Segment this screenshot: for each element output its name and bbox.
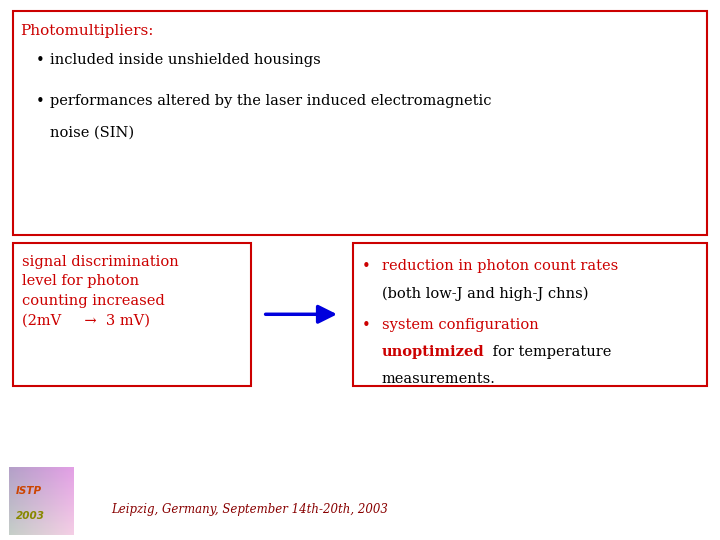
Text: unoptimized: unoptimized	[382, 345, 485, 359]
Text: system configuration: system configuration	[382, 318, 539, 332]
Text: •: •	[36, 94, 45, 110]
FancyBboxPatch shape	[13, 11, 707, 235]
Text: •: •	[36, 53, 45, 68]
Text: performances altered by the laser induced electromagnetic: performances altered by the laser induce…	[50, 94, 492, 109]
Text: measurements.: measurements.	[382, 372, 495, 386]
Text: 2003: 2003	[16, 511, 45, 521]
FancyBboxPatch shape	[13, 243, 251, 386]
Text: Photomultipliers:: Photomultipliers:	[20, 24, 153, 38]
Text: included inside unshielded housings: included inside unshielded housings	[50, 53, 321, 67]
Text: •: •	[361, 259, 370, 274]
Text: noise (SIN): noise (SIN)	[50, 126, 135, 140]
Text: (both low-J and high-J chns): (both low-J and high-J chns)	[382, 286, 588, 301]
Text: for temperature: for temperature	[488, 345, 611, 359]
FancyBboxPatch shape	[353, 243, 707, 386]
Text: Leipzig, Germany, September 14th-20th, 2003: Leipzig, Germany, September 14th-20th, 2…	[112, 503, 389, 516]
Text: •: •	[361, 318, 370, 333]
Text: signal discrimination
level for photon
counting increased
(2mV     →  3 mV): signal discrimination level for photon c…	[22, 255, 179, 327]
Text: ISTP: ISTP	[16, 486, 42, 496]
Text: reduction in photon count rates: reduction in photon count rates	[382, 259, 618, 273]
